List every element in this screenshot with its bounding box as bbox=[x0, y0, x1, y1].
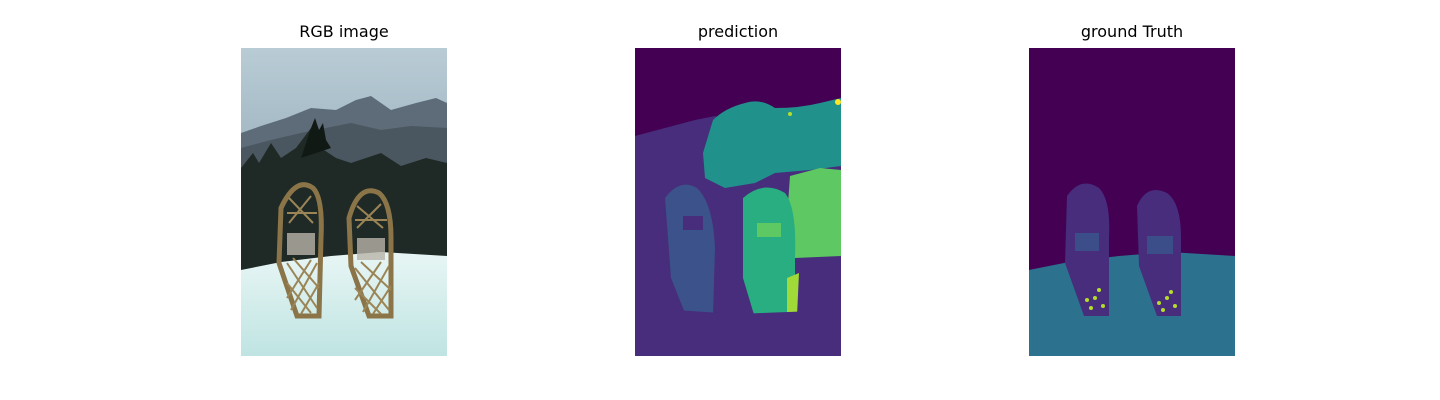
rgb-image-title: RGB image bbox=[299, 22, 389, 41]
prediction-title: prediction bbox=[697, 22, 779, 41]
prediction-image bbox=[635, 48, 841, 356]
rgb-image bbox=[241, 48, 447, 356]
ground-truth-title: ground Truth bbox=[1080, 22, 1184, 41]
ground-truth-image bbox=[1029, 48, 1235, 356]
